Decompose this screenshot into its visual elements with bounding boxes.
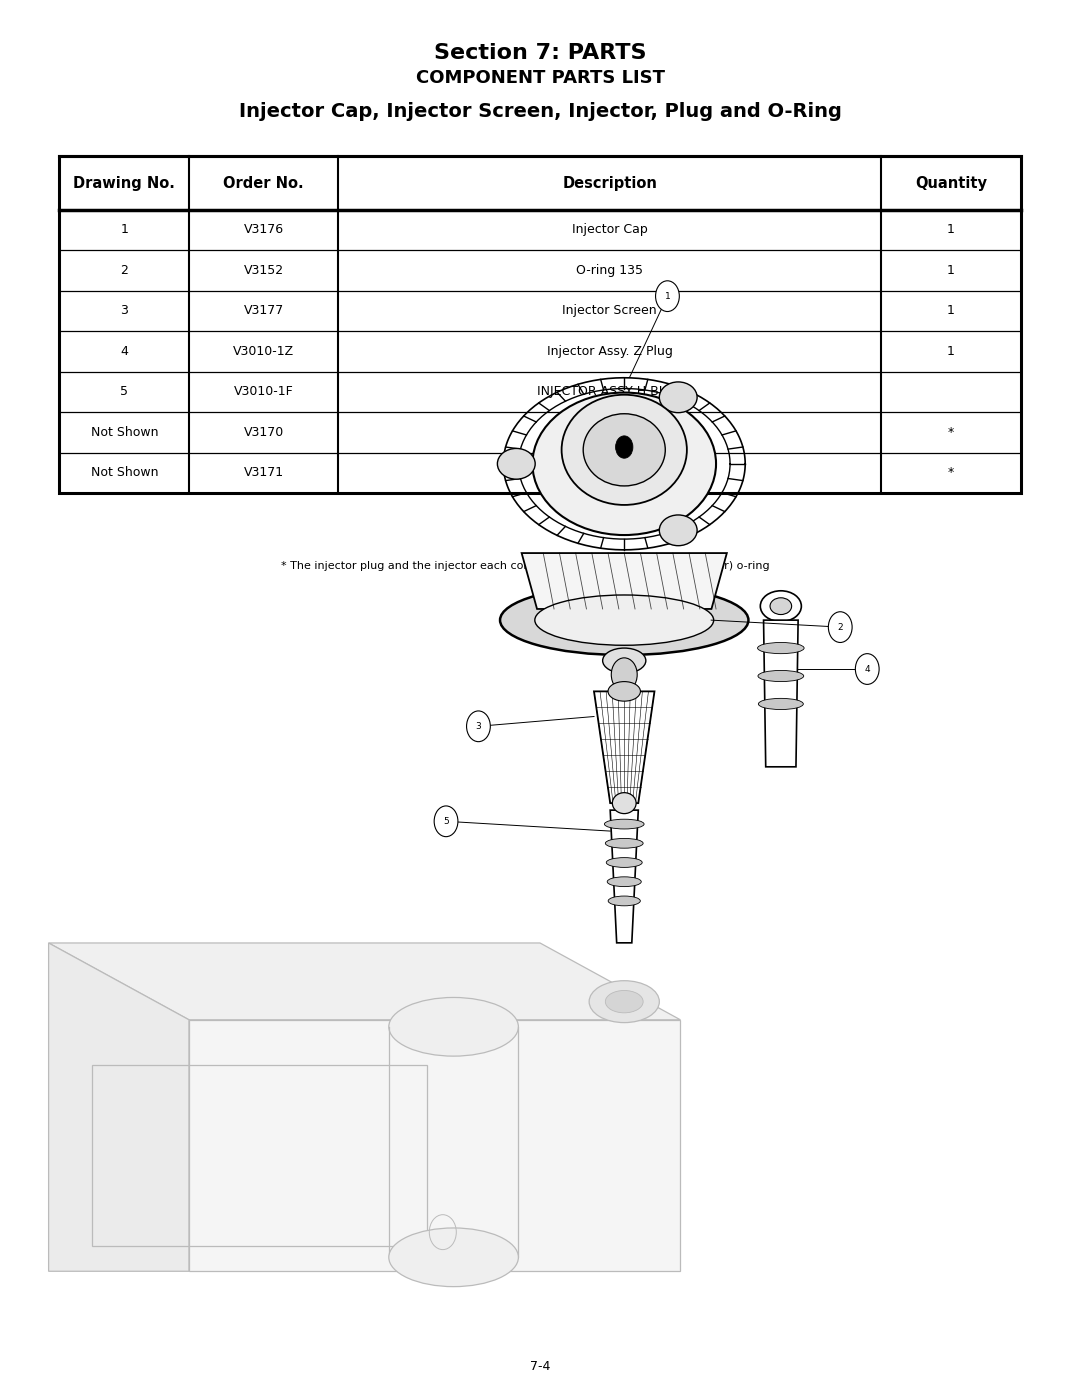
- Ellipse shape: [758, 698, 804, 710]
- Ellipse shape: [659, 515, 697, 546]
- Text: Injector Cap: Injector Cap: [571, 224, 648, 236]
- Ellipse shape: [605, 838, 644, 848]
- Text: Description: Description: [563, 176, 657, 190]
- Ellipse shape: [562, 395, 687, 504]
- Ellipse shape: [583, 414, 665, 486]
- Text: 3: 3: [120, 305, 129, 317]
- Ellipse shape: [389, 997, 518, 1056]
- Circle shape: [828, 612, 852, 643]
- Text: 1: 1: [664, 292, 671, 300]
- Circle shape: [467, 711, 490, 742]
- Ellipse shape: [590, 981, 659, 1023]
- Text: 1: 1: [947, 305, 955, 317]
- Text: *: *: [948, 426, 954, 439]
- Ellipse shape: [608, 682, 640, 701]
- Ellipse shape: [500, 585, 748, 655]
- Text: Injector Cap, Injector Screen, Injector, Plug and O-Ring: Injector Cap, Injector Screen, Injector,…: [239, 102, 841, 122]
- Circle shape: [855, 654, 879, 685]
- Circle shape: [611, 658, 637, 692]
- Text: Injector Assy. Z Plug: Injector Assy. Z Plug: [546, 345, 673, 358]
- Text: Drawing No.: Drawing No.: [73, 176, 175, 190]
- Ellipse shape: [760, 591, 801, 622]
- Text: 2: 2: [120, 264, 129, 277]
- Polygon shape: [189, 1020, 680, 1271]
- Text: V3010-1F: V3010-1F: [233, 386, 294, 398]
- Text: 7-4: 7-4: [530, 1359, 550, 1373]
- Circle shape: [434, 806, 458, 837]
- Ellipse shape: [770, 598, 792, 615]
- Ellipse shape: [498, 448, 536, 479]
- Ellipse shape: [612, 792, 636, 813]
- Text: V3171: V3171: [244, 467, 284, 479]
- Text: Not Shown: Not Shown: [91, 426, 158, 439]
- Text: V3152: V3152: [244, 264, 284, 277]
- Circle shape: [616, 436, 633, 458]
- Text: Injector Screen: Injector Screen: [563, 305, 657, 317]
- Polygon shape: [594, 692, 654, 803]
- Text: 1: 1: [947, 224, 955, 236]
- Text: 1: 1: [120, 224, 129, 236]
- Polygon shape: [49, 943, 189, 1271]
- Ellipse shape: [605, 819, 644, 828]
- Text: V3170: V3170: [243, 426, 284, 439]
- Text: O-ring 013: O-ring 013: [577, 467, 644, 479]
- Text: O-ring 135: O-ring 135: [577, 264, 644, 277]
- Polygon shape: [610, 810, 638, 943]
- Text: O-ring 011: O-ring 011: [577, 426, 644, 439]
- Text: Not Shown: Not Shown: [91, 467, 158, 479]
- Ellipse shape: [605, 990, 644, 1013]
- Ellipse shape: [606, 858, 643, 868]
- Text: 4: 4: [864, 665, 870, 673]
- Text: V3177: V3177: [243, 305, 284, 317]
- Ellipse shape: [757, 643, 805, 654]
- Text: 1: 1: [947, 264, 955, 277]
- Text: Section 7: PARTS: Section 7: PARTS: [434, 43, 646, 63]
- Polygon shape: [49, 943, 680, 1020]
- Text: V3176: V3176: [244, 224, 284, 236]
- Polygon shape: [522, 553, 727, 609]
- Ellipse shape: [758, 671, 804, 682]
- Ellipse shape: [607, 877, 642, 887]
- Text: 2: 2: [837, 623, 843, 631]
- Text: *: *: [948, 467, 954, 479]
- Text: INJECTOR ASSY H BLUE: INJECTOR ASSY H BLUE: [537, 386, 683, 398]
- Text: Order No.: Order No.: [224, 176, 303, 190]
- Text: 5: 5: [443, 817, 449, 826]
- Ellipse shape: [535, 595, 714, 645]
- Ellipse shape: [389, 1228, 518, 1287]
- Text: 4: 4: [120, 345, 129, 358]
- Text: * The injector plug and the injector each contain one 011 (lower and 013 (upper): * The injector plug and the injector eac…: [281, 560, 769, 571]
- Text: 5: 5: [120, 386, 129, 398]
- Circle shape: [656, 281, 679, 312]
- Text: 1: 1: [947, 345, 955, 358]
- Text: 3: 3: [475, 722, 482, 731]
- Ellipse shape: [659, 381, 697, 412]
- Ellipse shape: [532, 393, 716, 535]
- Polygon shape: [764, 620, 798, 767]
- Ellipse shape: [608, 895, 640, 905]
- FancyBboxPatch shape: [59, 156, 1021, 493]
- Text: V3010-1Z: V3010-1Z: [233, 345, 294, 358]
- Text: Quantity: Quantity: [915, 176, 987, 190]
- Ellipse shape: [603, 648, 646, 673]
- Text: COMPONENT PARTS LIST: COMPONENT PARTS LIST: [416, 70, 664, 87]
